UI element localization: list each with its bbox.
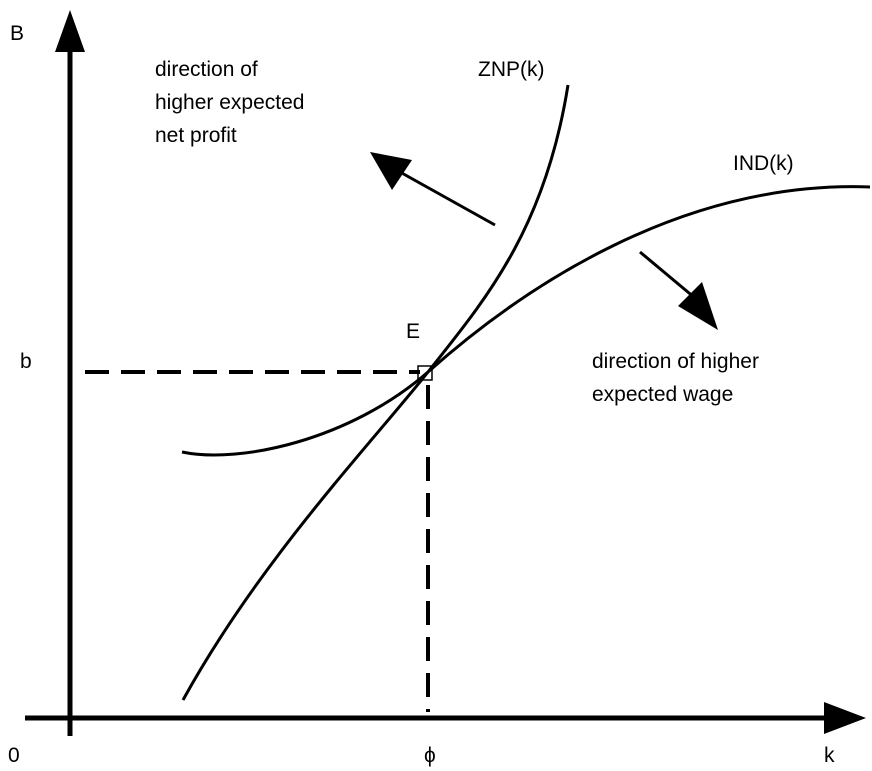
wage-arrow-head — [678, 282, 718, 330]
equilibrium-label: E — [406, 320, 420, 343]
b-label: b — [20, 350, 32, 373]
x-axis-label: k — [824, 744, 835, 767]
profit-arrow-head — [370, 152, 412, 190]
origin-label: 0 — [8, 744, 20, 767]
profit-annotation: higher expected — [155, 91, 304, 114]
wage-annotation: expected wage — [592, 383, 733, 406]
profit-annotation: net profit — [155, 124, 237, 147]
profit-annotation: direction of — [155, 58, 258, 81]
znp-label: ZNP(k) — [478, 58, 545, 81]
y-axis-arrow — [55, 10, 85, 52]
wage-arrow-line — [639, 250, 696, 300]
y-axis-label: B — [10, 22, 24, 45]
ind-curve — [181, 185, 871, 457]
phi-label: ϕ — [424, 744, 436, 767]
x-axis-arrow — [824, 702, 866, 734]
znp-curve — [181, 84, 570, 701]
ind-label: IND(k) — [733, 152, 794, 175]
wage-annotation: direction of higher — [592, 350, 759, 373]
profit-arrow-line — [399, 170, 496, 227]
equilibrium-marker — [417, 365, 433, 381]
